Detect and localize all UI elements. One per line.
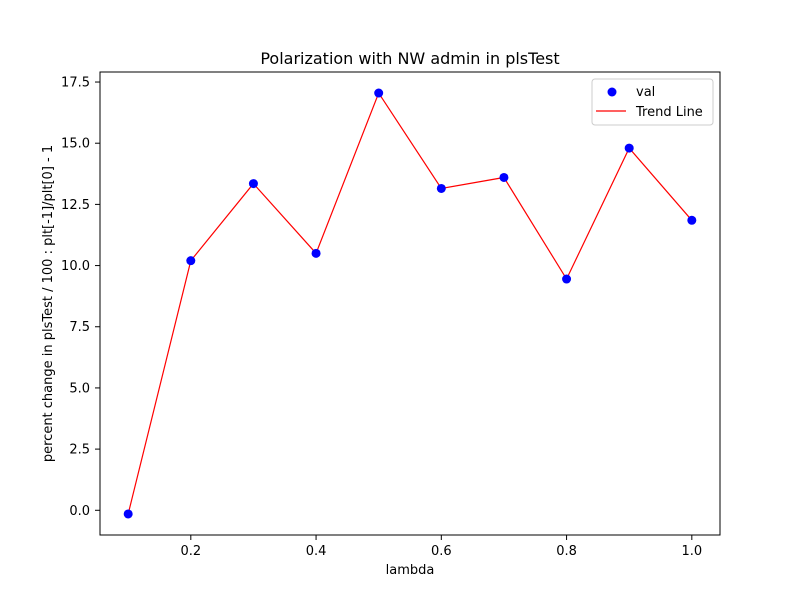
data-point <box>248 179 258 189</box>
y-tick-label: 2.5 <box>69 443 90 458</box>
legend-label-trend-line: Trend Line <box>635 105 703 120</box>
data-point <box>374 88 384 98</box>
x-axis-label: lambda <box>386 563 435 578</box>
y-tick-label: 5.0 <box>69 381 90 396</box>
x-axis-ticks: 0.2 0.4 0.6 0.8 1.0 <box>180 535 702 559</box>
y-tick-label: 12.5 <box>61 198 90 213</box>
data-point <box>186 256 196 266</box>
data-point <box>687 215 697 225</box>
x-tick-label: 1.0 <box>681 544 702 559</box>
y-tick-label: 0.0 <box>69 504 90 519</box>
axes-frame <box>99 71 721 536</box>
trend-line-series <box>127 91 693 515</box>
y-tick-label: 7.5 <box>69 320 90 335</box>
legend: val Trend Line <box>591 78 714 126</box>
plot-area: 0.2 0.4 0.6 0.8 1.0 0.0 2.5 5.0 7.5 10.0 12.5 15.0… <box>61 71 721 559</box>
data-point <box>311 248 321 258</box>
x-tick-label: 0.4 <box>306 544 327 559</box>
data-point <box>624 143 634 153</box>
val-series <box>123 88 697 519</box>
legend-label-val: val <box>636 85 655 100</box>
y-tick-label: 17.5 <box>61 76 90 91</box>
x-tick-label: 0.2 <box>180 544 201 559</box>
y-axis-ticks: 0.0 2.5 5.0 7.5 10.0 12.5 15.0 17.5 <box>61 76 100 519</box>
y-axis-label: percent change in plsTest / 100 : plt[-1… <box>41 145 56 462</box>
trend-line <box>127 91 693 515</box>
x-tick-label: 0.8 <box>556 544 577 559</box>
chart-title: Polarization with NW admin in plsTest <box>260 49 559 68</box>
data-point <box>123 509 133 519</box>
data-point <box>562 274 572 284</box>
y-tick-label: 10.0 <box>61 259 90 274</box>
data-point <box>499 172 509 182</box>
data-point <box>436 183 446 193</box>
legend-marker-val <box>607 87 617 97</box>
y-tick-label: 15.0 <box>61 137 90 152</box>
legend-box <box>591 78 714 126</box>
x-tick-label: 0.6 <box>431 544 452 559</box>
